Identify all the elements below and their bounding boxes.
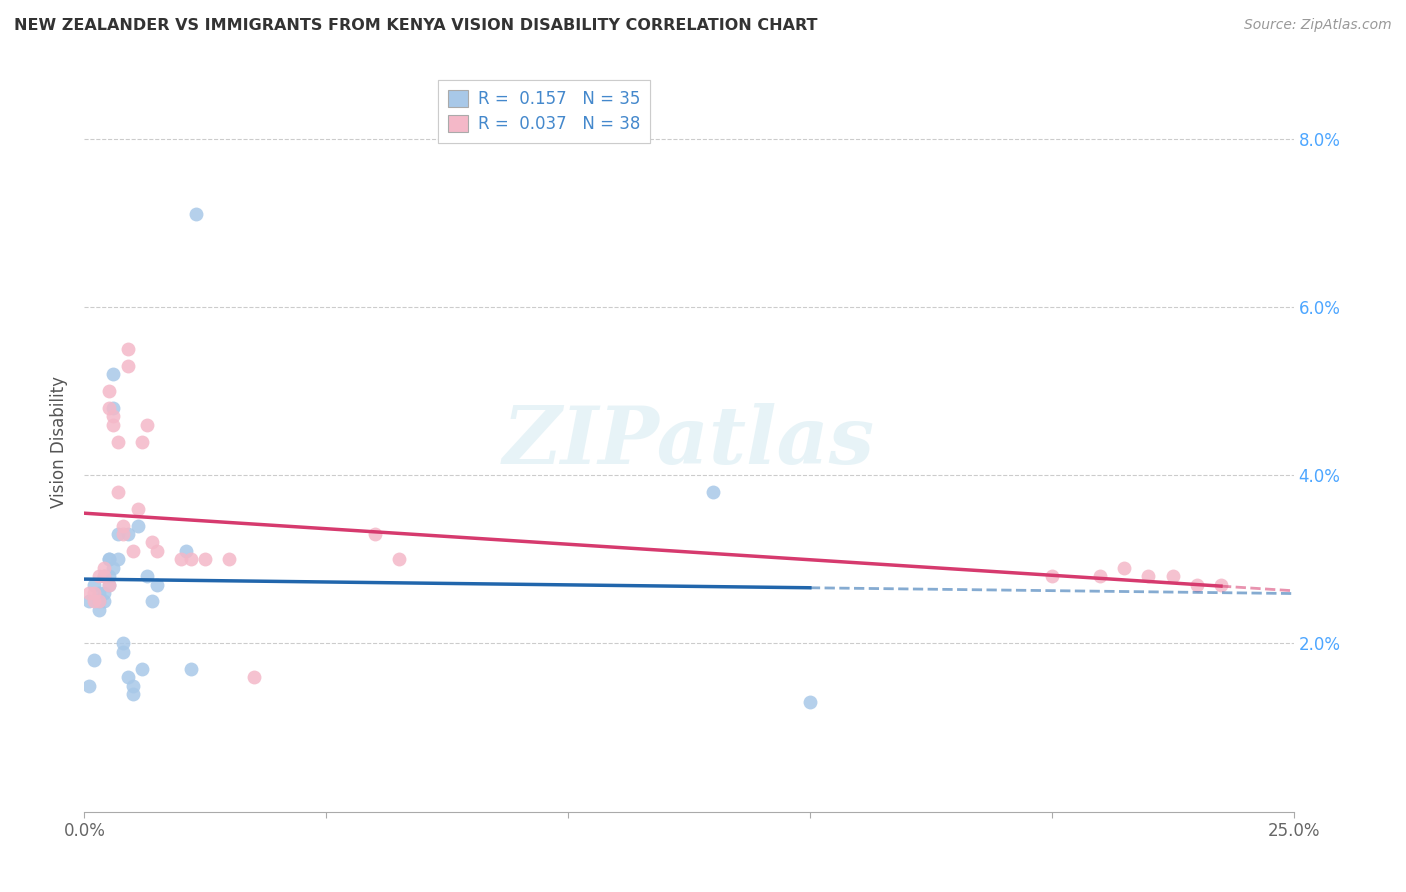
Point <box>121 544 143 558</box>
Point <box>87 594 110 608</box>
Point <box>1040 569 1063 583</box>
Point <box>174 544 197 558</box>
Point <box>194 552 217 566</box>
Point <box>97 577 120 591</box>
Point <box>146 544 169 558</box>
Point <box>127 518 149 533</box>
Point <box>702 485 724 500</box>
Point <box>146 577 169 591</box>
Point <box>117 670 139 684</box>
Point <box>83 586 105 600</box>
Point <box>136 569 159 583</box>
Text: ZIPatlas: ZIPatlas <box>503 403 875 480</box>
Point <box>112 636 135 650</box>
Point <box>103 409 125 424</box>
Point <box>141 535 163 549</box>
Point <box>131 434 153 449</box>
Point <box>97 401 120 415</box>
Point <box>1185 577 1208 591</box>
Point <box>112 518 135 533</box>
Point <box>112 527 135 541</box>
Point <box>97 384 120 398</box>
Point <box>112 645 135 659</box>
Point <box>1114 560 1136 574</box>
Point <box>93 586 115 600</box>
Text: NEW ZEALANDER VS IMMIGRANTS FROM KENYA VISION DISABILITY CORRELATION CHART: NEW ZEALANDER VS IMMIGRANTS FROM KENYA V… <box>14 18 817 33</box>
Legend: R =  0.157   N = 35, R =  0.037   N = 38: R = 0.157 N = 35, R = 0.037 N = 38 <box>437 79 650 143</box>
Point <box>117 359 139 373</box>
Point <box>1088 569 1111 583</box>
Point <box>107 552 129 566</box>
Point <box>121 679 143 693</box>
Point <box>103 560 125 574</box>
Point <box>218 552 240 566</box>
Point <box>388 552 411 566</box>
Point <box>93 569 115 583</box>
Y-axis label: Vision Disability: Vision Disability <box>51 376 69 508</box>
Point <box>93 594 115 608</box>
Point <box>180 662 202 676</box>
Text: Source: ZipAtlas.com: Source: ZipAtlas.com <box>1244 18 1392 32</box>
Point <box>180 552 202 566</box>
Point <box>184 207 207 221</box>
Point <box>77 586 100 600</box>
Point <box>121 687 143 701</box>
Point <box>83 577 105 591</box>
Point <box>107 434 129 449</box>
Point <box>170 552 193 566</box>
Point <box>103 401 125 415</box>
Point <box>97 552 120 566</box>
Point <box>117 527 139 541</box>
Point <box>87 594 110 608</box>
Point <box>87 569 110 583</box>
Point <box>363 527 385 541</box>
Point <box>87 603 110 617</box>
Point <box>117 342 139 356</box>
Point <box>107 485 129 500</box>
Point <box>87 586 110 600</box>
Point <box>131 662 153 676</box>
Point <box>1137 569 1160 583</box>
Point <box>97 552 120 566</box>
Point <box>242 670 264 684</box>
Point <box>103 417 125 432</box>
Point <box>77 594 100 608</box>
Point <box>83 653 105 667</box>
Point <box>77 679 100 693</box>
Point <box>107 527 129 541</box>
Point <box>127 501 149 516</box>
Point <box>1161 569 1184 583</box>
Point <box>93 569 115 583</box>
Point <box>83 594 105 608</box>
Point <box>136 417 159 432</box>
Point <box>103 368 125 382</box>
Point <box>97 569 120 583</box>
Point <box>97 577 120 591</box>
Point <box>141 594 163 608</box>
Point <box>93 560 115 574</box>
Point <box>1209 577 1232 591</box>
Point <box>799 695 821 709</box>
